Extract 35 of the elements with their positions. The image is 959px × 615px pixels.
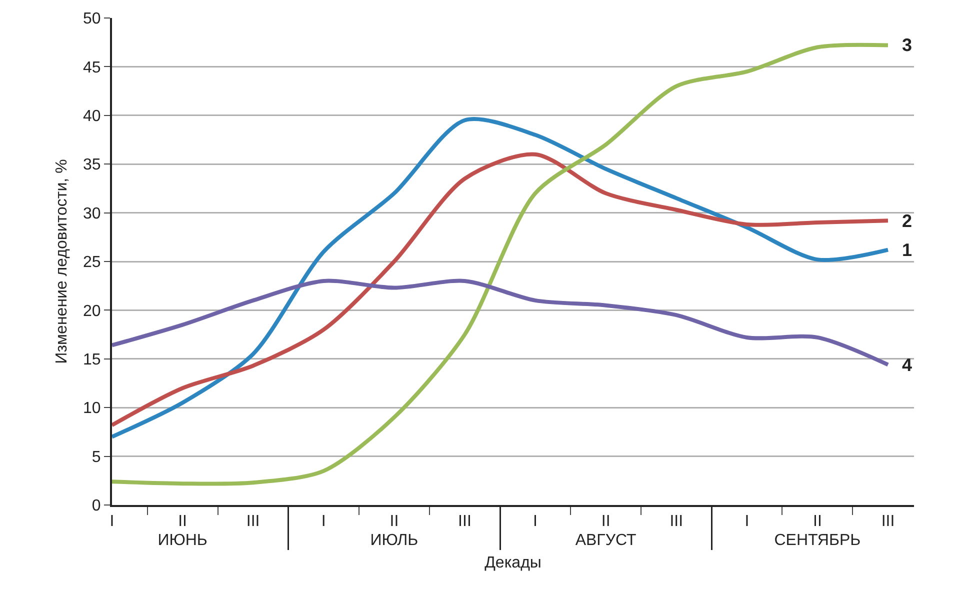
series-label: 1: [902, 240, 912, 260]
y-tick-label: 35: [83, 156, 101, 174]
y-tick-label: 25: [83, 254, 101, 272]
y-tick-label: 15: [83, 352, 101, 368]
series-label: 3: [902, 35, 912, 55]
text: АВГУСТ: [575, 532, 637, 550]
line-series: [112, 278, 890, 367]
y-tick-label: 5: [92, 448, 101, 466]
x-tick-label: I: [321, 513, 326, 530]
y-tick-label: 20: [83, 302, 101, 320]
y-tick-label: 10: [83, 400, 101, 418]
y-tick-label: 0: [92, 498, 101, 515]
y-tick-label: 45: [83, 59, 101, 76]
x-tick-label: II: [178, 513, 187, 530]
y-tick-label: 50: [83, 10, 101, 28]
x-tick-label: I: [110, 513, 114, 530]
x-tick-label: III: [246, 513, 260, 530]
y-axis-title: Изменение ледовитости, %: [53, 159, 70, 364]
x-tick-label: II: [813, 513, 822, 530]
series-label: 4: [902, 355, 912, 375]
x-tick-label: I: [533, 513, 538, 530]
line-series: [112, 42, 890, 486]
text: ИЮНЬ: [158, 532, 208, 550]
x-tick-label: I: [744, 513, 750, 530]
y-tick-label: 30: [83, 205, 101, 222]
y-tick-label: 40: [83, 108, 101, 125]
x-tick-label: III: [458, 513, 472, 530]
x-tick-label: III: [670, 513, 684, 530]
text: СЕНТЯБРЬ: [774, 532, 861, 550]
x-tick-label: II: [390, 513, 399, 530]
x-tick-label: II: [601, 513, 610, 530]
x-tick-label: III: [881, 513, 895, 530]
x-axis-title: Декады: [484, 554, 542, 572]
series-label: 2: [902, 211, 912, 231]
text: ИЮЛЬ: [370, 532, 418, 550]
